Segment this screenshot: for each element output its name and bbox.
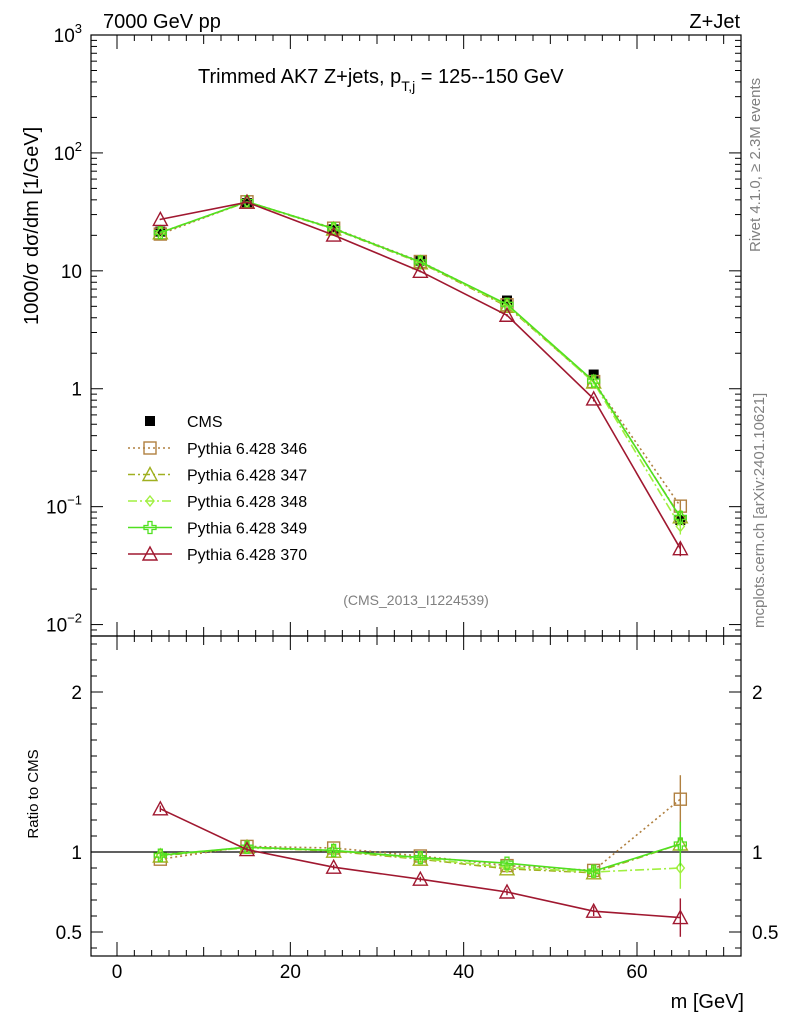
mc-series-4-point [672, 540, 689, 556]
mc-series-4-point [238, 193, 256, 209]
legend-marker-4 [141, 545, 159, 561]
ratio-frame [90, 635, 742, 957]
ratio-series-3-point [673, 837, 687, 851]
ratio-series-4-point [412, 870, 429, 886]
x-tick-label: 0 [112, 962, 123, 983]
legend-label-0: Pythia 6.428 346 [187, 441, 307, 458]
x-tick-label: 20 [280, 962, 301, 983]
y-tick-label: 10−1 [46, 493, 82, 519]
y-tick-exponent: −1 [67, 493, 82, 508]
ratio-series-4-point [585, 902, 602, 918]
collision-label: 7000 GeV pp [103, 11, 221, 33]
mc-series-4-point [412, 262, 429, 279]
ratio-y-tick-label: 0.5 [56, 923, 82, 944]
cms-data-point [242, 198, 252, 209]
rivet-label: Rivet 4.1.0, ≥ 2.3M events [747, 78, 764, 252]
analysis-id: (CMS_2013_I1224539) [343, 592, 489, 608]
legend-label-3: Pythia 6.428 349 [187, 521, 307, 538]
mc-series-4-point [325, 226, 342, 242]
y-tick-exponent: −2 [67, 611, 82, 626]
ratio-series-4-point [325, 858, 342, 874]
ratio-series-3-point [327, 843, 341, 858]
legend: CMS Pythia 6.428 346 Pythia 6.428 347 Pythi… [128, 414, 307, 564]
y-tick-label: 102 [54, 139, 82, 165]
y-tick-label: 103 [54, 21, 82, 47]
y-tick-base: 10 [46, 616, 67, 637]
y-tick-base: 10 [46, 498, 67, 519]
ratio-series-4-point [672, 909, 689, 925]
title-main: Trimmed AK7 Z+jets, p [198, 66, 401, 88]
ratio-series-2-point [675, 861, 686, 875]
y-tick-label: 10 [61, 262, 82, 283]
ratio-y-tick-label-right: 0.5 [752, 923, 778, 944]
legend-cms-marker [145, 416, 155, 426]
mc-series-3-point [327, 221, 341, 236]
ratio-series-4-point [238, 841, 256, 857]
title-rest: = 125--150 GeV [415, 66, 564, 88]
legend-marker-3 [143, 520, 157, 535]
y-tick-base: 10 [54, 144, 75, 165]
title-subscript: T,j [401, 78, 415, 94]
mc-series-0-line [160, 200, 681, 507]
x-axis-label: m [GeV] [671, 991, 744, 1013]
main-frame [90, 34, 742, 637]
y-tick-base: 1 [71, 380, 82, 401]
y-tick-base: 10 [54, 26, 75, 47]
ratio-y-tick-label-right: 1 [752, 843, 763, 864]
mc-series-3-point [500, 297, 514, 311]
process-label: Z+Jet [689, 11, 740, 33]
mc-series-3-point [587, 374, 601, 388]
series-0 [153, 195, 688, 513]
legend-label-2: Pythia 6.428 348 [187, 494, 307, 511]
y-tick-exponent: 3 [75, 21, 82, 36]
plot-title: Trimmed AK7 Z+jets, pT,j = 125--150 GeV [198, 66, 564, 94]
y-tick-base: 10 [61, 262, 82, 283]
ratio-panel: 0 20 40 60 0.5 0.5 1 1 2 2 [56, 635, 778, 983]
ratio-series-3-point [413, 850, 427, 865]
mcplots-label: mcplots.cern.ch [arXiv:2401.10621] [751, 393, 768, 628]
ratio-y-tick-label-right: 2 [752, 683, 763, 704]
ratio-series-3-point [587, 864, 601, 878]
mc-series-4-point [498, 306, 516, 322]
y-axis-label: 1000/σ dσ/dm [1/GeV] [21, 127, 43, 325]
legend-label-4: Pythia 6.428 370 [187, 547, 307, 564]
mc-series-3-point [153, 225, 167, 240]
y-tick-label: 1 [71, 380, 82, 401]
x-tick-label: 40 [453, 962, 474, 983]
y-tick-exponent: 2 [75, 139, 82, 154]
legend-marker-1 [141, 466, 159, 482]
mc-series-4-point [152, 210, 169, 227]
series-4 [152, 193, 689, 557]
mc-series-2-point [675, 520, 686, 533]
mc-series-3-point [673, 510, 687, 525]
ratio-series-4-point [152, 800, 169, 816]
ratio-y-tick-label: 1 [71, 843, 82, 864]
legend-marker-0 [143, 441, 157, 455]
ratio-series-4-point [498, 883, 516, 899]
ratio-series-0-point [673, 792, 688, 806]
legend-label-cms: CMS [187, 414, 223, 431]
mc-series-4-point [585, 390, 602, 406]
ratio-series-3-point [500, 856, 514, 870]
ratio-series-4 [152, 800, 689, 937]
ratio-y-axis-label: Ratio to CMS [25, 749, 42, 838]
ratio-series-3-point [153, 848, 167, 862]
ratio-y-tick-label: 2 [71, 683, 82, 704]
legend-marker-2 [145, 494, 155, 508]
y-tick-label: 10−2 [46, 611, 82, 637]
x-tick-label: 60 [626, 962, 647, 983]
legend-label-1: Pythia 6.428 347 [187, 468, 307, 485]
